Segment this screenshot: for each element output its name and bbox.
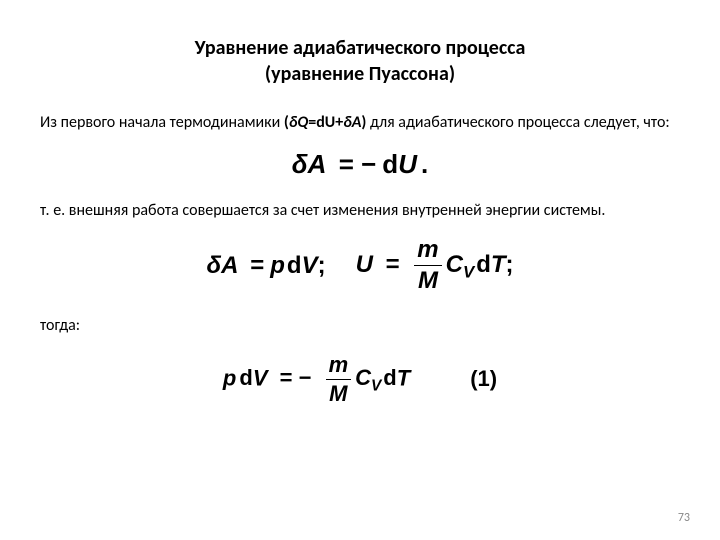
paragraph-2: т. е. внешняя работа совершается за счет… xyxy=(40,200,680,222)
title: Уравнение адиабатического процесса (урав… xyxy=(40,35,680,87)
intro-before: Из первого начала термодинамики xyxy=(40,113,284,132)
title-line-1: Уравнение адиабатического процесса xyxy=(40,35,680,61)
intro-paragraph: Из первого начала термодинамики (δQ=dU+δ… xyxy=(40,112,680,134)
equation-1: δA = −dU. xyxy=(40,149,680,180)
equation-3-tag: (1) xyxy=(470,366,497,392)
intro-after: для адиабатического процесса следует, чт… xyxy=(366,113,669,132)
equation-2: δA =pdV; U = m M CVdT; xyxy=(40,236,680,295)
equation-2a: δA =pdV; xyxy=(206,252,325,280)
inline-equation-first-law: (δQ=dU+δA) xyxy=(284,113,367,132)
title-line-2: (уравнение Пуассона) xyxy=(40,61,680,87)
page-number: 73 xyxy=(678,511,690,525)
equation-3: pdV = − m M CVdT (1) xyxy=(40,352,680,407)
equation-2b: U = m M CVdT; xyxy=(356,236,514,295)
paragraph-3: тогда: xyxy=(40,315,680,337)
